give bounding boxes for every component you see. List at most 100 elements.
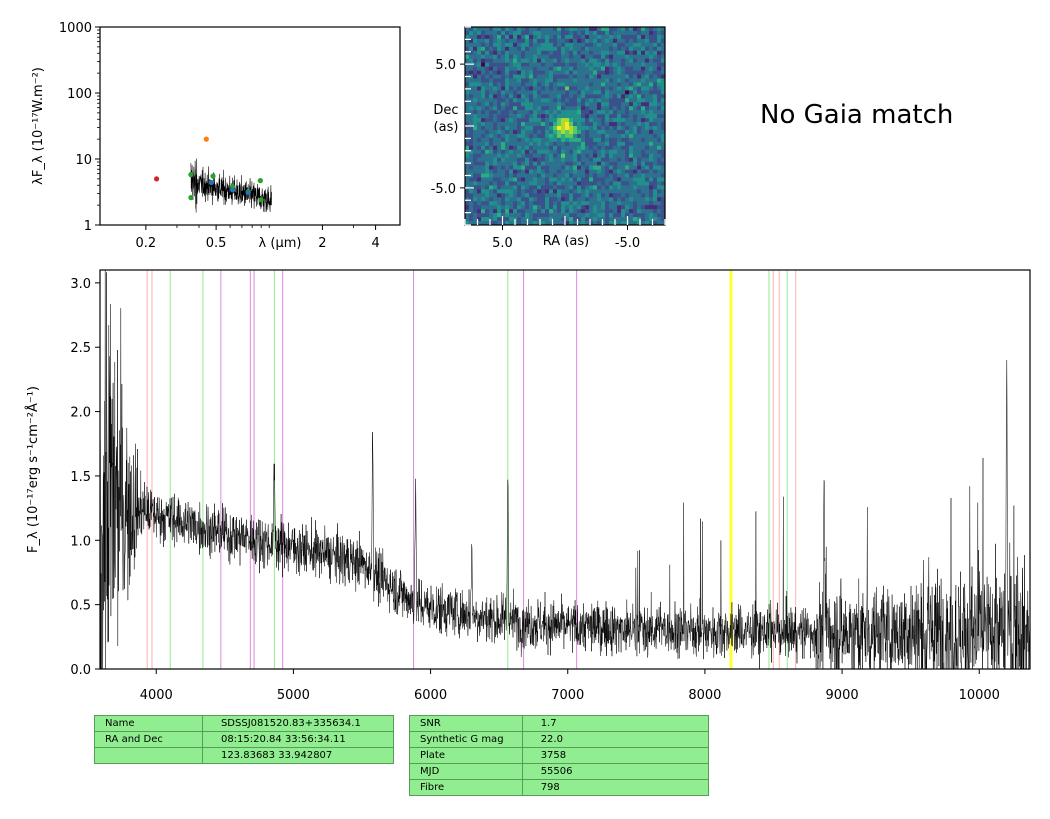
image-pixel (521, 30, 526, 36)
image-pixel (541, 122, 546, 127)
image-pixel (617, 98, 622, 103)
image-pixel (489, 54, 494, 59)
image-pixel (661, 149, 666, 155)
image-pixel (629, 46, 634, 52)
image-pixel (637, 27, 642, 32)
image-pixel (613, 114, 618, 119)
image-pixel (489, 189, 494, 194)
image-pixel (565, 102, 570, 107)
object-info-key: RA and Dec (94, 731, 203, 748)
image-pixel (509, 165, 514, 170)
image-pixel (601, 62, 606, 67)
image-pixel (653, 118, 658, 123)
image-pixel (557, 181, 562, 186)
image-pixel (501, 46, 506, 52)
image-pixel (577, 118, 582, 123)
image-pixel (589, 30, 594, 36)
image-pixel (601, 50, 606, 56)
image-pixel (509, 197, 514, 202)
image-pixel (597, 98, 602, 103)
image-pixel (661, 46, 666, 52)
image-pixel (553, 42, 558, 48)
image-pixel (477, 169, 482, 174)
image-pixel (629, 133, 634, 139)
image-pixel (617, 141, 622, 147)
image-pixel (549, 153, 554, 158)
image-pixel (477, 94, 482, 99)
image-pixel (481, 177, 486, 182)
image-pixel (613, 66, 618, 71)
image-pixel (517, 165, 522, 170)
object-info-row: RA and Dec 08:15:20.84 33:56:34.11 (94, 731, 395, 748)
image-pixel (577, 74, 582, 79)
image-pixel (625, 74, 630, 79)
image-pixel (577, 149, 582, 155)
image-pixel (609, 213, 614, 218)
image-pixel (597, 58, 602, 63)
image-pixel (605, 54, 610, 59)
image-pixel (597, 193, 602, 198)
image-pixel (529, 165, 534, 170)
image-pixel (605, 129, 610, 135)
image-pixel (661, 221, 666, 226)
image-pixel (657, 46, 662, 52)
image-pixel (577, 122, 582, 127)
image-pixel (577, 197, 582, 202)
image-pixel (601, 70, 606, 75)
image-pixel (533, 141, 538, 147)
image-pixel (497, 129, 502, 135)
image-pixel (561, 27, 566, 32)
image-pixel (645, 185, 650, 190)
image-pixel (469, 209, 474, 214)
image-pixel (569, 114, 574, 119)
image-pixel (485, 213, 490, 218)
sed-point-1 (203, 136, 209, 142)
image-pixel (653, 169, 658, 174)
image-pixel (481, 181, 486, 186)
image-pixel (517, 185, 522, 190)
sed-point-3 (210, 173, 216, 179)
image-pixel (505, 145, 510, 151)
image-pixel (489, 50, 494, 56)
image-pixel (525, 165, 530, 170)
image-pixel (489, 133, 494, 139)
image-xtick-label-0: 5.0 (492, 236, 513, 251)
image-pixel (569, 62, 574, 67)
image-pixel (597, 90, 602, 95)
image-pixel (653, 86, 658, 91)
image-pixel (617, 38, 622, 44)
image-pixel (657, 153, 662, 158)
image-pixel (481, 34, 486, 40)
image-pixel (637, 141, 642, 147)
image-pixel (653, 213, 658, 218)
image-pixel (509, 42, 514, 48)
image-pixel (613, 90, 618, 95)
image-pixel (493, 58, 498, 63)
image-pixel (525, 114, 530, 119)
image-pixel (625, 78, 630, 83)
image-pixel (545, 46, 550, 52)
image-pixel (645, 46, 650, 52)
image-pixel (597, 153, 602, 158)
image-pixel (581, 201, 586, 206)
image-pixel (497, 165, 502, 170)
image-pixel (493, 74, 498, 79)
image-pixel (493, 78, 498, 83)
image-pixel (549, 30, 554, 36)
image-pixel (577, 62, 582, 67)
image-pixel (469, 50, 474, 56)
image-pixel (649, 50, 654, 56)
image-pixel (629, 145, 634, 151)
image-pixel (569, 118, 574, 123)
image-pixel (581, 153, 586, 158)
image-pixel (617, 209, 622, 214)
image-pixel (573, 181, 578, 186)
image-pixel (529, 50, 534, 56)
image-pixel (609, 82, 614, 87)
image-pixel (557, 110, 562, 115)
image-pixel (645, 153, 650, 158)
image-pixel (573, 54, 578, 59)
image-pixel (621, 197, 626, 202)
image-pixel (573, 205, 578, 210)
image-pixel (485, 50, 490, 56)
